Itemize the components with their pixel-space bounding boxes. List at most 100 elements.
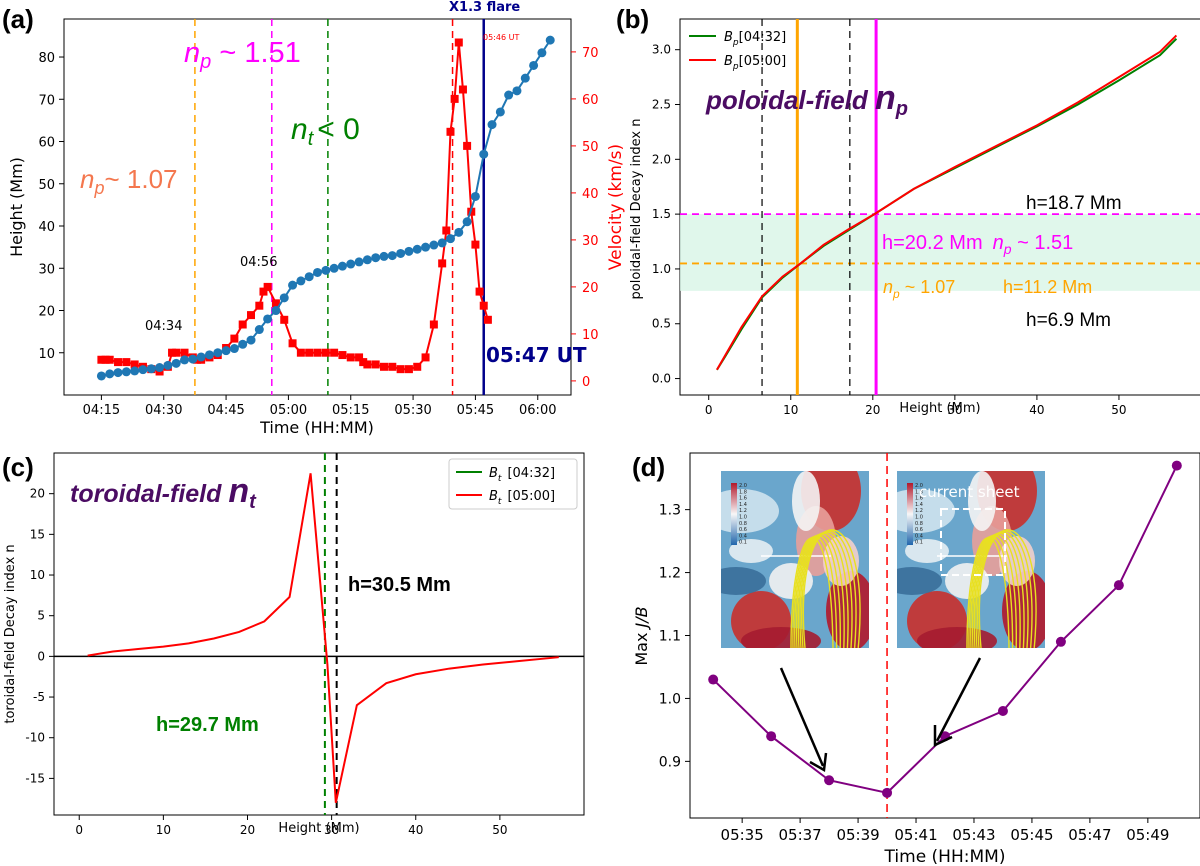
x-tick-label: 20 (240, 823, 255, 837)
velocity-point (479, 301, 488, 310)
inset-colorbar-tick: 0.4 (739, 533, 747, 539)
velocity-point (230, 334, 239, 343)
height-point (337, 261, 347, 271)
inset-field-patch (968, 471, 996, 531)
velocity-point (483, 315, 492, 324)
annotation-np-1-51: np ~ 1.51 (184, 37, 301, 73)
inset-field-patch (792, 471, 820, 531)
velocity-point (313, 348, 322, 357)
velocity-point (172, 348, 181, 357)
legend-label-bt-0432: Bt [04:32] (489, 466, 555, 484)
panel-a-y-axis-label: Height (Mm) (7, 157, 26, 257)
annotation-h-29-7: h=29.7 Mm (156, 714, 259, 736)
inset-field-patch (917, 627, 997, 648)
velocity-point (413, 362, 422, 371)
y-tick-label: 0.5 (652, 317, 671, 331)
panel-b-x-axis-label: Height (Mm) (899, 401, 980, 416)
height-point (146, 364, 156, 374)
height-point (479, 149, 489, 159)
velocity-point (429, 320, 438, 329)
height-point (504, 90, 514, 100)
y-tick-label: 0.9 (659, 754, 681, 770)
height-point (163, 360, 173, 370)
y-tick-label: -10 (25, 731, 45, 745)
velocity-series (97, 38, 492, 376)
series-line-red (716, 34, 1178, 371)
panel-c-frame (53, 452, 585, 816)
max-jb-point (997, 706, 1008, 717)
height-point (495, 107, 505, 117)
y-tick-label: 80 (38, 51, 55, 66)
panel-c-series (87, 473, 559, 804)
velocity-point (330, 348, 339, 357)
height-series (96, 35, 555, 381)
height-point (238, 339, 248, 349)
x-tick-label: 20 (865, 403, 880, 417)
max-jb-point (1113, 580, 1124, 591)
height-point (329, 263, 339, 273)
velocity-line (101, 42, 489, 373)
panel-a-y-ticks: 10 20 30 40 50 60 70 80 (38, 51, 64, 362)
panel-b-series (716, 34, 1178, 371)
x-tick-label: 10 (783, 403, 798, 417)
inset-colorbar-tick: 1.2 (915, 508, 923, 514)
velocity-point (288, 339, 297, 348)
velocity-point (421, 353, 430, 362)
inset-field-map-0542: 2.01.81.61.41.21.00.80.60.40.1 (897, 471, 1045, 648)
inset-colorbar-tick: 1.6 (915, 496, 923, 502)
height-point (171, 358, 181, 368)
height-point (313, 267, 322, 277)
panel-c-legend: Bt [04:32] Bt [05:00] (448, 458, 578, 510)
height-point (130, 366, 140, 376)
height-point (113, 368, 123, 378)
height-point (529, 60, 539, 70)
velocity-point (238, 320, 247, 329)
height-point (221, 346, 231, 356)
height-point (429, 240, 439, 250)
x-tick-label: 04:15 (83, 403, 120, 418)
y-tick-label: 40 (38, 220, 55, 235)
velocity-point (396, 365, 405, 374)
panel-d-x-axis-label: Time (HH:MM) (884, 847, 1006, 866)
height-point (121, 367, 131, 377)
velocity-point (463, 141, 472, 150)
annotation-np-1-07: np~ 1.07 (80, 164, 178, 198)
inset-field-line (802, 529, 861, 648)
panel-c-reference-lines (323, 453, 338, 815)
velocity-point (296, 348, 305, 357)
velocity-point (101, 355, 110, 364)
y2-tick-label: 70 (582, 46, 599, 61)
annotation-nt-negative: nt < 0 (291, 113, 360, 150)
y-tick-label: 1.2 (659, 566, 681, 582)
inset-colorbar-tick: 0.4 (915, 533, 923, 539)
y-tick-label: 20 (38, 305, 55, 320)
height-point (346, 259, 356, 269)
velocity-point (247, 311, 256, 320)
legend-label-bt-0500: Bt [05:00] (489, 489, 555, 507)
velocity-point (263, 282, 272, 291)
x-tick-label: 05:43 (952, 826, 995, 844)
velocity-point (180, 348, 189, 357)
inset-colorbar-tick: 0.8 (915, 521, 923, 527)
velocity-point (271, 299, 280, 308)
height-point (188, 354, 198, 364)
inset-colorbar-tick: 1.8 (739, 489, 747, 495)
x-tick-label: 05:15 (332, 403, 369, 418)
y2-tick-label: 0 (582, 375, 590, 390)
x-tick-label: 05:35 (721, 826, 764, 844)
y-tick-label: 0.0 (652, 372, 671, 386)
x-tick-label: 05:37 (778, 826, 821, 844)
height-point (396, 248, 406, 258)
height-point (288, 280, 298, 290)
max-jb-point (766, 731, 777, 742)
max-jb-point (824, 775, 835, 786)
panel-b-y-ticks: 0.0 0.5 1.0 1.5 2.0 2.5 3.0 (652, 43, 680, 386)
velocity-point (442, 226, 451, 235)
inset-field-line (978, 529, 1037, 648)
annotation-h-20-2: h=20.2 Mm np ~ 1.51 (882, 232, 1073, 257)
velocity-point (475, 287, 484, 296)
legend-label-bp-0500: Bp[05:00] (724, 54, 786, 72)
inset-field-line (801, 530, 857, 648)
height-point (229, 344, 239, 354)
